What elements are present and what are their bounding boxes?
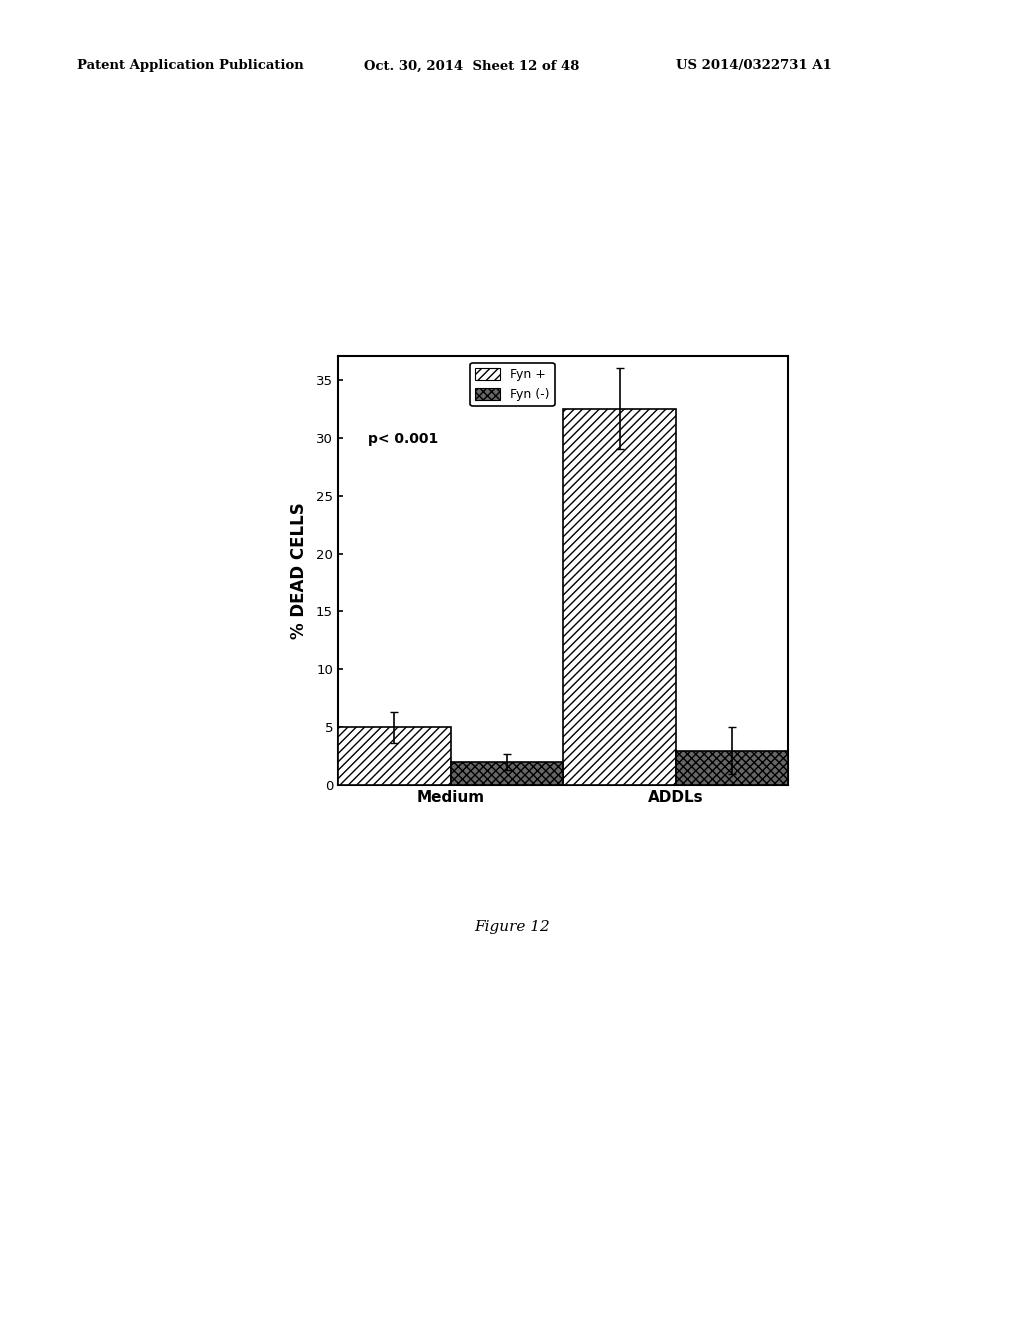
Text: US 2014/0322731 A1: US 2014/0322731 A1 xyxy=(676,59,831,73)
Text: Oct. 30, 2014  Sheet 12 of 48: Oct. 30, 2014 Sheet 12 of 48 xyxy=(364,59,579,73)
Text: Patent Application Publication: Patent Application Publication xyxy=(77,59,303,73)
Bar xyxy=(563,409,676,785)
Text: p< 0.001: p< 0.001 xyxy=(368,433,438,446)
Bar xyxy=(451,762,563,785)
Y-axis label: % DEAD CELLS: % DEAD CELLS xyxy=(290,503,308,639)
Bar xyxy=(676,751,788,785)
Bar xyxy=(338,727,451,785)
Text: Figure 12: Figure 12 xyxy=(474,920,550,933)
Legend: Fyn +, Fyn (-): Fyn +, Fyn (-) xyxy=(470,363,555,407)
